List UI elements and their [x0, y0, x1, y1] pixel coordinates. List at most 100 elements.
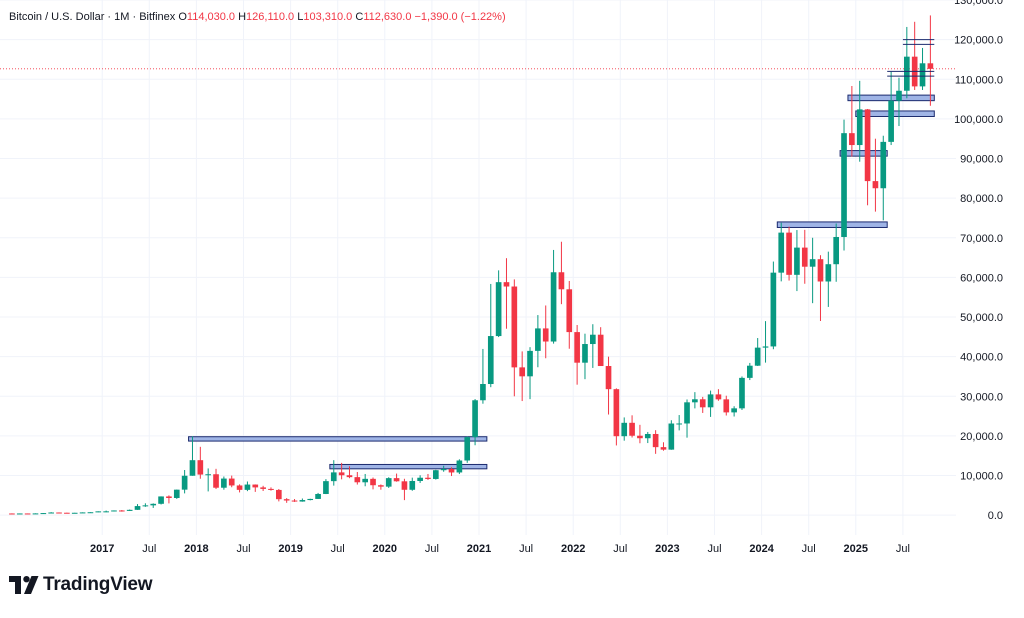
candle: [268, 487, 274, 491]
x-tick-label: Jul: [802, 543, 816, 555]
candle-body: [24, 513, 31, 515]
tradingview-logo-icon: [9, 576, 39, 594]
candle: [236, 484, 243, 493]
candle-body: [323, 481, 329, 494]
candle-body: [32, 513, 39, 515]
candle-body: [142, 505, 149, 507]
candle: [535, 315, 541, 368]
candle-body: [409, 480, 416, 490]
candle-body: [511, 286, 518, 368]
candle: [542, 305, 549, 359]
candle: [448, 467, 455, 477]
candle: [786, 226, 792, 281]
candle: [213, 468, 219, 490]
candle-body: [87, 512, 94, 514]
x-tick-label: 2019: [278, 543, 302, 555]
candle: [558, 241, 565, 305]
candle-body: [472, 400, 478, 438]
candle: [919, 47, 926, 90]
candle: [150, 503, 157, 508]
candle: [440, 465, 447, 472]
y-tick-label: 130,000.0: [954, 0, 1003, 7]
candle-body: [166, 496, 172, 498]
candle-body: [401, 481, 408, 490]
candle-body: [291, 500, 298, 502]
level-lines: [887, 39, 935, 77]
candle: [64, 512, 70, 514]
candle: [660, 442, 667, 451]
candle: [181, 470, 188, 494]
candle-body: [181, 475, 188, 490]
candle-body: [809, 259, 816, 267]
candle: [401, 478, 408, 501]
candle: [299, 498, 306, 502]
candle: [244, 481, 251, 492]
candle: [637, 424, 643, 444]
candle: [409, 477, 416, 491]
candle-body: [550, 272, 557, 342]
candle: [715, 389, 722, 401]
candle-body: [903, 56, 910, 91]
candle-body: [158, 496, 164, 504]
candle: [56, 512, 62, 514]
candle-body: [71, 512, 78, 514]
candle: [330, 460, 337, 486]
candle: [32, 513, 39, 515]
candle: [79, 512, 86, 514]
candle-body: [605, 366, 612, 390]
candle: [841, 119, 847, 251]
candle: [142, 503, 149, 507]
candle: [323, 479, 329, 495]
candle: [519, 351, 526, 402]
candle-body: [527, 350, 533, 377]
tradingview-logo[interactable]: TradingView: [9, 574, 153, 596]
candle-body: [283, 499, 290, 501]
candle: [927, 15, 934, 106]
candle-body: [801, 247, 808, 267]
candle-body: [676, 423, 683, 425]
y-tick-label: 50,000.0: [960, 312, 1003, 324]
candle-body: [338, 472, 345, 476]
candle: [417, 475, 423, 483]
candle-body: [95, 511, 102, 513]
candle-body: [448, 469, 455, 473]
candle: [692, 392, 698, 409]
candle: [864, 108, 871, 206]
candle-body: [927, 63, 934, 69]
candle: [118, 510, 125, 512]
candle: [456, 459, 463, 475]
candle: [197, 446, 204, 479]
candle-body: [79, 512, 86, 514]
y-tick-label: 0.0: [988, 510, 1003, 522]
zone-box: [188, 436, 488, 442]
x-tick-label: 2024: [749, 543, 774, 555]
x-tick-label: 2020: [373, 543, 397, 555]
candle: [291, 499, 298, 502]
candle: [487, 283, 494, 388]
symbol-legend[interactable]: Bitcoin / U.S. Dollar · 1M · Bitfinex O1…: [9, 11, 506, 23]
y-tick-label: 40,000.0: [960, 352, 1003, 364]
candle-body: [684, 402, 690, 424]
candle: [903, 26, 910, 99]
candle: [762, 321, 769, 363]
candle-body: [723, 399, 730, 413]
zone-box: [855, 110, 935, 118]
candle: [872, 138, 879, 212]
high-label: H: [238, 11, 247, 23]
candle: [354, 471, 361, 485]
time-axis[interactable]: 2017 Jul 2018 Jul 2019 Jul 2020 Jul 2021 Jul 2022 J…: [90, 543, 910, 555]
candle-body: [213, 474, 219, 488]
candle: [95, 511, 102, 513]
candle: [770, 261, 777, 350]
x-tick-label: 2025: [844, 543, 868, 555]
x-tick-label: Jul: [896, 543, 910, 555]
candle-body: [919, 63, 926, 87]
x-tick-label: 2021: [467, 543, 491, 555]
y-tick-label: 100,000.0: [954, 114, 1003, 126]
price-axis[interactable]: 0.0 10,000.0 20,000.0 30,000.0 40,000.0 50,00…: [954, 0, 1003, 522]
candle: [385, 477, 392, 488]
candle: [621, 417, 628, 441]
candle-body: [597, 334, 604, 367]
